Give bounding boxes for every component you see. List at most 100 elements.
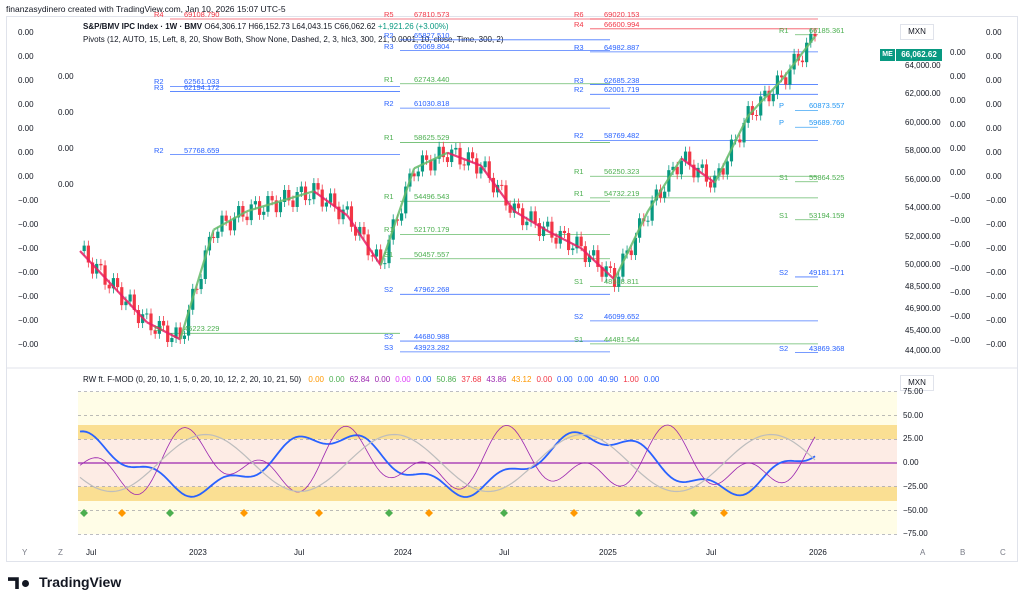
time-tick-2[interactable]: Jul xyxy=(294,548,305,557)
pivot-tag-13: R2 xyxy=(384,99,394,109)
candle-body-171 xyxy=(792,53,796,70)
time-tick-1[interactable]: 2023 xyxy=(189,548,207,557)
pivot-tag-24: R1 xyxy=(384,225,394,235)
candle-body-20 xyxy=(161,320,166,326)
price-tick-10[interactable]: 45,400.00 xyxy=(905,325,941,335)
pivot-value-8: 62743.440 xyxy=(414,74,450,84)
osc-upper-zone xyxy=(78,425,897,440)
symbol-name[interactable]: S&P/BMV IPC Index · 1W · BMV xyxy=(83,22,203,31)
right-value-b-13: −0.00 xyxy=(986,340,1007,349)
zigzag-segment-11 xyxy=(447,151,482,167)
pivot-value-16: 58769.482 xyxy=(604,131,640,141)
time-tick-5[interactable]: 2025 xyxy=(599,548,617,557)
zigzag-segment-16 xyxy=(613,210,649,281)
osc-tick-6[interactable]: −75.00 xyxy=(903,529,928,539)
price-tick-2[interactable]: 60,000.00 xyxy=(905,117,941,127)
price-tick-5[interactable]: 54,000.00 xyxy=(905,203,941,213)
zigzag-segment-21 xyxy=(780,35,816,81)
right-value-a-11: −0.00 xyxy=(950,312,971,321)
candle-body-132 xyxy=(629,250,633,256)
zigzag-segment-17 xyxy=(647,157,683,212)
candle-body-23 xyxy=(174,327,178,339)
price-tick-0[interactable]: 64,000.00 xyxy=(905,60,941,70)
pivot-value-6: 65069.804 xyxy=(414,41,450,51)
time-tick-7[interactable]: 2026 xyxy=(809,548,827,557)
candle-body-24 xyxy=(178,327,182,339)
osc-tick-5[interactable]: −50.00 xyxy=(903,505,928,515)
pivot-value-26: 49181.171 xyxy=(809,267,845,277)
candle-body-12 xyxy=(128,294,132,302)
osc-tick-0[interactable]: 75.00 xyxy=(903,386,924,396)
price-tick-6[interactable]: 52,000.00 xyxy=(905,231,941,241)
right-value-b-1: 0.00 xyxy=(986,52,1002,61)
osc-tick-4[interactable]: −25.00 xyxy=(903,481,928,491)
right-value-a-12: −0.00 xyxy=(950,336,971,345)
right-value-a-10: −0.00 xyxy=(950,288,971,297)
time-tick-4[interactable]: Jul xyxy=(499,548,510,557)
candle-body-99 xyxy=(491,177,496,193)
osc-tick-3[interactable]: 0.00 xyxy=(903,458,919,467)
currency-main[interactable]: MXN xyxy=(900,24,934,40)
oscillator-name[interactable]: RW ft. F-MOD (0, 20, 10, 1, 5, 0, 20, 10… xyxy=(83,375,302,384)
price-tick-3[interactable]: 58,000.00 xyxy=(905,146,941,156)
price-tick-8[interactable]: 48,500.00 xyxy=(905,281,941,291)
candle-body-70 xyxy=(370,255,374,257)
osc-value-5: 0.00 xyxy=(415,375,432,384)
zigzag-segment-18 xyxy=(680,157,716,184)
pivot-value-32: 44481.544 xyxy=(604,334,640,344)
candle-body-89 xyxy=(450,149,454,163)
candle-body-22 xyxy=(170,338,174,343)
pivot-tag-25: S1 xyxy=(384,249,394,259)
main-legend[interactable]: S&P/BMV IPC Index · 1W · BMV O64,306.17 … xyxy=(83,22,449,31)
time-tick-3[interactable]: 2024 xyxy=(394,548,412,557)
candle-body-140 xyxy=(663,191,667,198)
candle-body-175 xyxy=(809,33,813,43)
candle-body-19 xyxy=(157,320,161,334)
pivot-tag-8: R1 xyxy=(384,74,394,84)
corner-button-b[interactable]: B xyxy=(960,548,966,557)
candle-body-48 xyxy=(278,201,283,213)
candle-body-13 xyxy=(132,294,136,310)
candle-body-168 xyxy=(779,75,784,78)
candle-body-170 xyxy=(788,69,792,85)
candle-body-94 xyxy=(470,152,475,159)
corner-button-a[interactable]: A xyxy=(920,548,926,557)
currency-osc[interactable]: MXN xyxy=(900,375,934,391)
candle-body-30 xyxy=(203,250,207,280)
candle-body-146 xyxy=(688,151,692,165)
zigzag-segment-15 xyxy=(580,247,616,281)
pivot-tag-3: R4 xyxy=(574,19,584,29)
corner-button-c[interactable]: C xyxy=(1000,548,1006,557)
time-tick-0[interactable]: Jul xyxy=(86,548,97,557)
oscillator-legend[interactable]: RW ft. F-MOD (0, 20, 10, 1, 5, 0, 20, 10… xyxy=(83,375,669,384)
price-tick-9[interactable]: 46,900.00 xyxy=(905,304,941,314)
osc-value-0: 0.00 xyxy=(308,375,324,384)
candle-body-60 xyxy=(328,193,333,203)
osc-tick-1[interactable]: 50.00 xyxy=(903,410,924,420)
corner-button-y[interactable]: Y xyxy=(22,548,28,557)
pivot-tag-14: P xyxy=(779,101,785,111)
candle-body-147 xyxy=(692,164,696,178)
candle-body-111 xyxy=(541,226,546,237)
pivot-value-23: 53194.159 xyxy=(809,210,845,220)
pivot-tag-10: R2 xyxy=(154,77,164,87)
candle-body-62 xyxy=(337,206,341,220)
candle-body-28 xyxy=(195,288,199,290)
time-tick-6[interactable]: Jul xyxy=(706,548,717,557)
candle-body-3 xyxy=(90,262,95,274)
price-tick-4[interactable]: 56,000.00 xyxy=(905,174,941,184)
candle-body-93 xyxy=(466,152,470,166)
price-tick-1[interactable]: 62,000.00 xyxy=(905,89,941,99)
pivots-legend[interactable]: Pivots (12, AUTO, 15, Left, 8, 20, Show … xyxy=(83,35,504,44)
osc-tick-2[interactable]: 25.00 xyxy=(903,434,924,444)
pivots-indicator-label[interactable]: Pivots (12, AUTO, 15, Left, 8, 20, Show … xyxy=(83,35,504,44)
zigzag-segment-12 xyxy=(480,164,516,212)
pivot-tag-18: R2 xyxy=(154,145,164,155)
price-tick-11[interactable]: 44,000.00 xyxy=(905,345,941,355)
left-value-a-13: −0.00 xyxy=(18,340,39,349)
candle-body-5 xyxy=(99,263,103,266)
price-tick-7[interactable]: 50,000.00 xyxy=(905,260,941,270)
corner-button-z[interactable]: Z xyxy=(58,548,63,557)
candle-body-158 xyxy=(738,139,742,143)
